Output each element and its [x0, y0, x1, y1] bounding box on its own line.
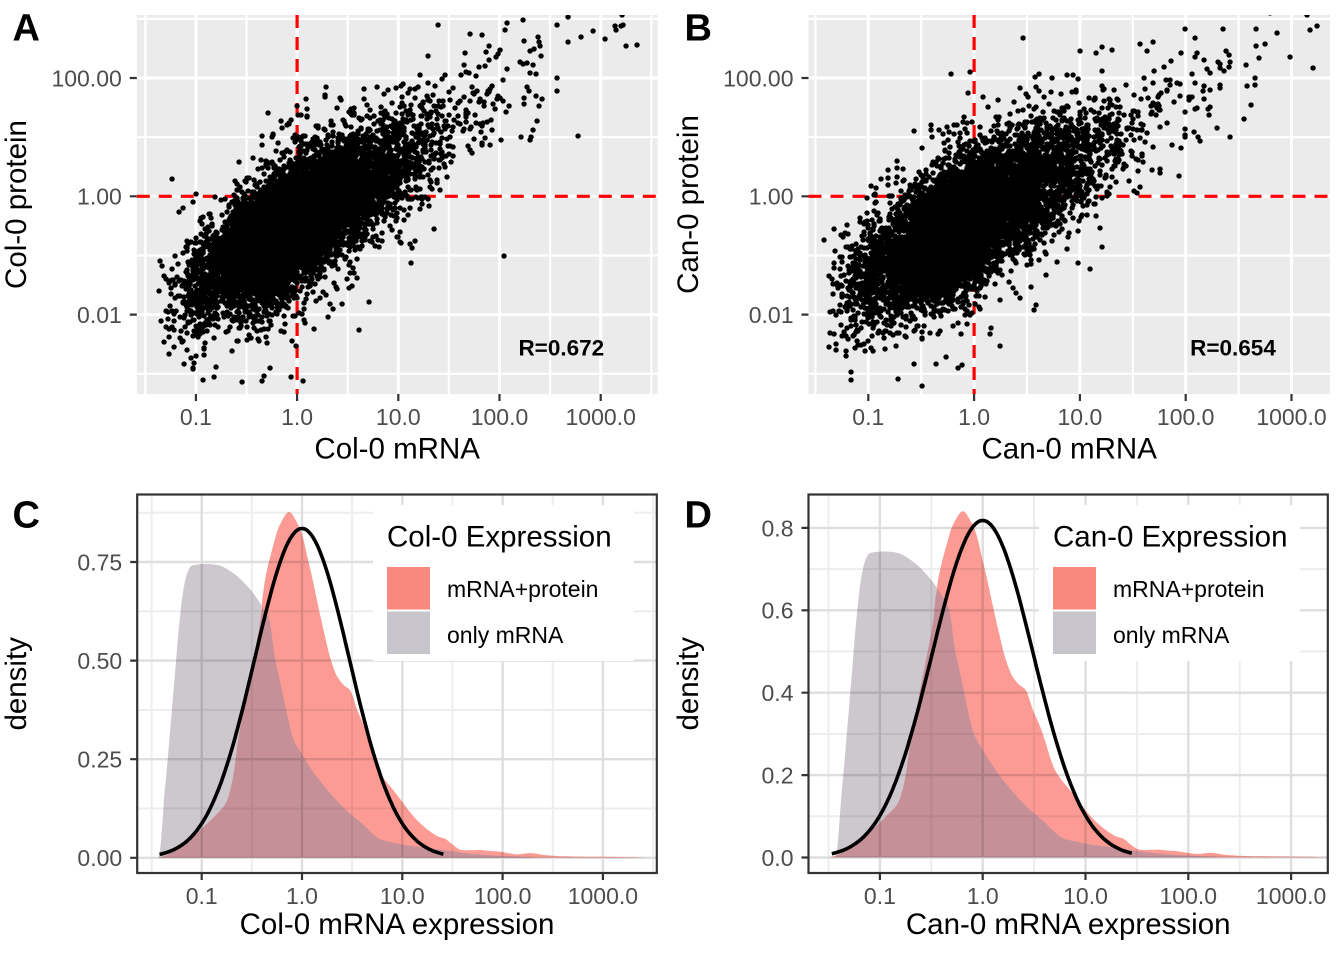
- svg-text:1000.0: 1000.0: [1256, 404, 1326, 430]
- svg-text:1.0: 1.0: [958, 404, 990, 430]
- svg-text:0.6: 0.6: [762, 598, 794, 624]
- svg-text:Col-0 Expression: Col-0 Expression: [387, 521, 612, 554]
- svg-text:density: density: [672, 637, 705, 731]
- svg-text:C: C: [13, 495, 40, 537]
- svg-text:0.01: 0.01: [77, 302, 122, 328]
- svg-text:only mRNA: only mRNA: [447, 622, 564, 648]
- svg-text:10.0: 10.0: [1063, 883, 1108, 909]
- svg-text:0.1: 0.1: [186, 883, 218, 909]
- svg-text:R=0.672: R=0.672: [518, 336, 604, 361]
- svg-text:D: D: [685, 495, 712, 537]
- svg-text:0.0: 0.0: [762, 845, 794, 871]
- svg-text:Col-0 protein: Col-0 protein: [0, 120, 33, 289]
- svg-text:0.1: 0.1: [180, 404, 212, 430]
- svg-text:1000.0: 1000.0: [566, 404, 636, 430]
- svg-text:100.00: 100.00: [723, 65, 793, 91]
- svg-text:Can-0 Expression: Can-0 Expression: [1053, 521, 1287, 554]
- svg-text:Can-0 protein: Can-0 protein: [672, 115, 705, 294]
- svg-text:0.1: 0.1: [864, 883, 896, 909]
- svg-text:Can-0 mRNA expression: Can-0 mRNA expression: [906, 908, 1231, 941]
- svg-text:10.0: 10.0: [380, 883, 425, 909]
- svg-text:mRNA+protein: mRNA+protein: [1113, 576, 1264, 602]
- svg-text:100.0: 100.0: [474, 883, 532, 909]
- svg-text:10.0: 10.0: [1058, 404, 1103, 430]
- svg-text:1000.0: 1000.0: [568, 883, 638, 909]
- svg-text:A: A: [13, 8, 40, 50]
- svg-text:1.0: 1.0: [967, 883, 999, 909]
- svg-text:0.75: 0.75: [77, 549, 122, 575]
- svg-text:0.00: 0.00: [77, 845, 122, 871]
- svg-text:0.01: 0.01: [749, 302, 794, 328]
- svg-text:0.2: 0.2: [762, 763, 794, 789]
- svg-text:0.25: 0.25: [77, 747, 122, 773]
- svg-text:10.0: 10.0: [376, 404, 421, 430]
- svg-text:R=0.654: R=0.654: [1190, 336, 1276, 361]
- svg-text:1.0: 1.0: [281, 404, 313, 430]
- svg-text:1000.0: 1000.0: [1256, 883, 1326, 909]
- svg-text:Col-0 mRNA: Col-0 mRNA: [314, 433, 480, 466]
- svg-text:100.0: 100.0: [471, 404, 529, 430]
- svg-text:Col-0 mRNA expression: Col-0 mRNA expression: [240, 908, 555, 941]
- svg-text:0.50: 0.50: [77, 648, 122, 674]
- svg-text:0.4: 0.4: [762, 680, 794, 706]
- svg-text:density: density: [0, 637, 33, 731]
- svg-text:Can-0 mRNA: Can-0 mRNA: [981, 433, 1157, 466]
- svg-text:1.00: 1.00: [77, 184, 122, 210]
- svg-text:0.8: 0.8: [762, 515, 794, 541]
- svg-text:B: B: [685, 8, 712, 50]
- svg-text:only mRNA: only mRNA: [1113, 622, 1230, 648]
- svg-text:1.0: 1.0: [286, 883, 318, 909]
- svg-text:1.00: 1.00: [749, 184, 794, 210]
- svg-text:100.0: 100.0: [1160, 883, 1218, 909]
- svg-text:0.1: 0.1: [852, 404, 884, 430]
- svg-text:100.00: 100.00: [51, 65, 121, 91]
- svg-text:100.0: 100.0: [1157, 404, 1215, 430]
- svg-text:mRNA+protein: mRNA+protein: [447, 576, 598, 602]
